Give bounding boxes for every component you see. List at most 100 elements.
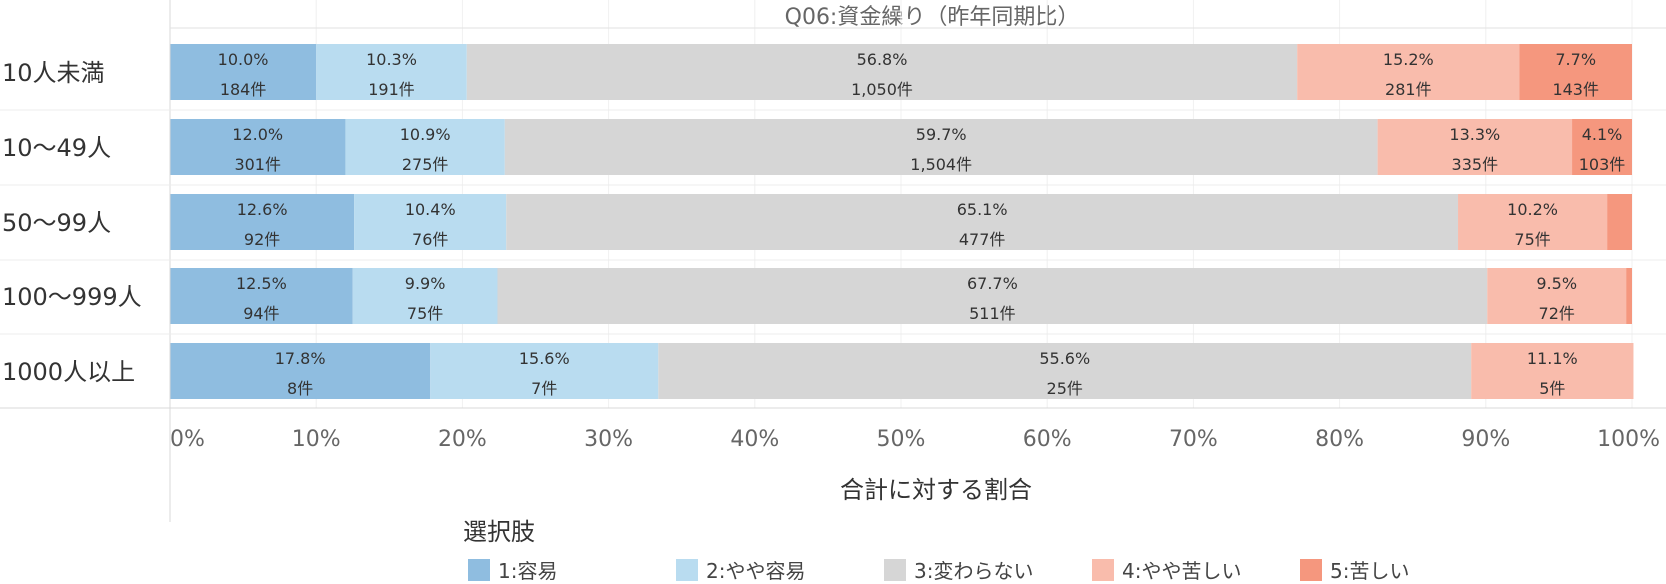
x-tick-label: 60% [1023,427,1072,452]
bar-segment [658,343,1472,399]
segment-count-label: 275件 [402,155,449,174]
bar-segment [1607,194,1632,250]
segment-count-label: 184件 [220,80,267,99]
bar-segment [170,119,346,175]
segment-pct-label: 15.6% [519,349,570,368]
bar-segment [170,44,317,100]
x-tick-label: 40% [730,427,779,452]
segment-count-label: 477件 [959,230,1006,249]
segment-count-label: 72件 [1539,304,1575,323]
bar-segment [497,268,1488,324]
x-tick-label: 70% [1169,427,1218,452]
segment-pct-label: 10.4% [405,200,456,219]
segment-count-label: 75件 [407,304,443,323]
chart-title: Q06:資金繰り（昨年同期比） [785,5,1080,30]
bar-segment [430,343,659,399]
segment-count-label: 191件 [368,80,415,99]
segment-pct-label: 15.2% [1383,50,1434,69]
category-label: 100〜999人 [2,283,142,311]
axes [0,0,1666,522]
segment-pct-label: 10.3% [366,50,417,69]
bar-segment [1458,194,1608,250]
bar-segment [504,119,1378,175]
segment-pct-label: 12.0% [232,125,283,144]
segment-count-label: 103件 [1579,155,1626,174]
segment-count-label: 25件 [1047,379,1083,398]
segment-pct-label: 55.6% [1039,349,1090,368]
legend-swatch [468,558,490,581]
segment-labels: 10.0% 184件 10.3% 191件 56.8% 1,050件 15.2% 281件 7.… [218,50,1626,398]
bar-segment [1471,343,1634,399]
segment-pct-label: 67.7% [967,274,1018,293]
segment-pct-label: 12.6% [237,200,288,219]
x-tick-label: 50% [877,427,926,452]
bar-segment [1572,119,1632,175]
bar-segment [1487,268,1627,324]
x-tick-label: 80% [1315,427,1364,452]
segment-pct-label: 11.1% [1527,349,1578,368]
segment-pct-label: 65.1% [957,200,1008,219]
segment-count-label: 5件 [1539,379,1565,398]
segment-pct-label: 59.7% [916,125,967,144]
segment-count-label: 92件 [244,230,280,249]
bar-segment [466,44,1298,100]
bar-segment [354,194,507,250]
bar-segment [1519,44,1632,100]
legend-item[interactable]: 3:変わらない [884,555,1092,584]
segment-count-label: 281件 [1385,80,1432,99]
category-label: 10〜49人 [2,134,111,162]
segment-pct-label: 4.1% [1582,125,1623,144]
legend-item[interactable]: 1:容易 [468,555,676,584]
bar-segment [1297,44,1520,100]
x-tick-label: 100% [1597,427,1660,452]
bar-segment [170,268,353,324]
bar-segment [1377,119,1573,175]
segment-pct-label: 9.5% [1536,274,1577,293]
segment-pct-label: 9.9% [405,274,446,293]
segment-count-label: 7件 [531,379,557,398]
legend-item[interactable]: 2:やや容易 [676,555,884,584]
bar-segment [170,343,431,399]
segment-count-label: 76件 [412,230,448,249]
legend-label: 4:やや苦しい [1122,559,1242,583]
legend-item[interactable]: 4:やや苦しい [1092,555,1300,584]
x-tick-label: 0% [170,427,205,452]
legend-label: 3:変わらない [914,559,1034,583]
category-label: 10人未満 [2,59,105,87]
x-axis-label: 合計に対する割合 [840,476,1032,504]
segment-pct-label: 13.3% [1449,125,1500,144]
bar-segment [345,119,505,175]
segment-pct-label: 7.7% [1555,50,1596,69]
bar-segment [316,44,467,100]
segment-pct-label: 56.8% [857,50,908,69]
segment-count-label: 1,504件 [910,155,972,174]
segment-count-label: 94件 [243,304,279,323]
segment-count-label: 143件 [1552,80,1599,99]
bar-segment [170,194,355,250]
legend-swatch [676,558,698,581]
legend-label: 2:やや容易 [706,559,806,583]
legend-swatch [1092,558,1114,581]
segment-pct-label: 10.0% [218,50,269,69]
x-tick-labels: 0% 10% 20% 30% 40% 50% 60% 70% 80% 90% 100% [170,427,1660,452]
x-tick-label: 90% [1461,427,1510,452]
category-label: 50〜99人 [2,209,111,237]
x-tick-label: 20% [438,427,487,452]
segment-count-label: 511件 [969,304,1016,323]
x-tick-label: 10% [292,427,341,452]
legend-item[interactable]: 5:苦しい [1300,555,1508,584]
segment-count-label: 8件 [287,379,313,398]
segment-pct-label: 17.8% [275,349,326,368]
x-tick-label: 30% [584,427,633,452]
legend-swatch [884,558,906,581]
bar-segment [506,194,1459,250]
category-labels: 10人未満 10〜49人 50〜99人 100〜999人 1000人以上 [2,59,142,386]
segment-pct-label: 10.2% [1507,200,1558,219]
bar-segment [352,268,498,324]
segment-count-label: 75件 [1514,230,1550,249]
segment-pct-label: 12.5% [236,274,287,293]
legend-title: 選択肢 [463,518,535,546]
segment-count-label: 335件 [1452,155,1499,174]
legend-swatch [1300,558,1322,581]
